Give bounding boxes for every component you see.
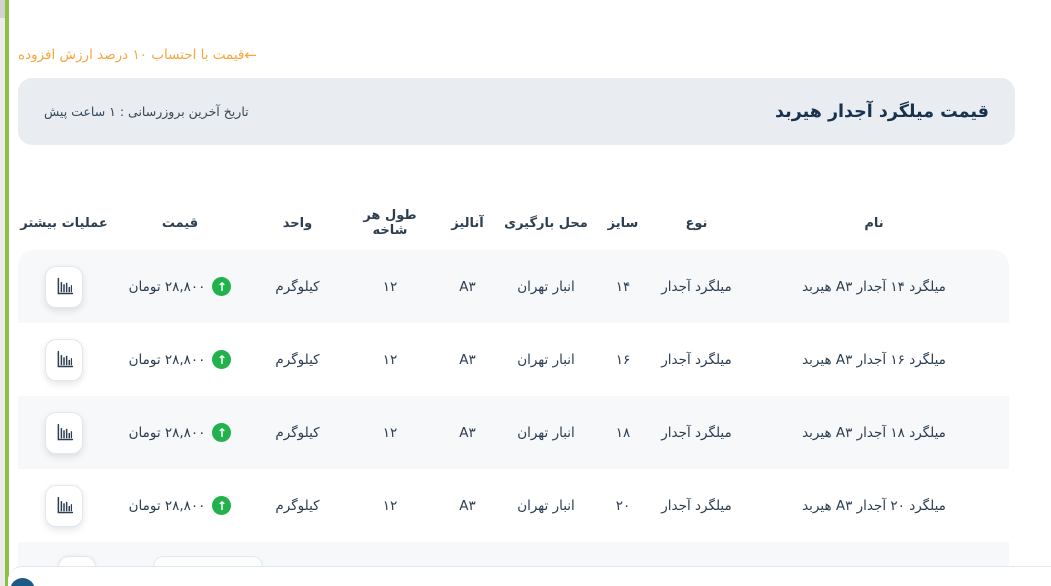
cell-size: ۲۰ xyxy=(615,497,631,514)
price-table: نام نوع سایز محل بارگیری آنالیز طول هر ش… xyxy=(18,196,1009,542)
price-chart-button[interactable] xyxy=(45,338,83,381)
cell-name: میلگرد ۱۶ آجدار A۳ هیربد xyxy=(802,351,946,368)
cell-name: میلگرد ۱۴ آجدار A۳ هیربد xyxy=(802,278,946,295)
col-header-unit: واحد xyxy=(282,215,313,231)
bottom-overlay-bar xyxy=(8,566,1051,586)
cell-actions xyxy=(18,411,110,454)
cell-analysis: A۳ xyxy=(459,424,476,441)
table-row: میلگرد ۱۴ آجدار A۳ هیربد میلگرد آجدار ۱۴… xyxy=(18,250,1009,323)
bar-chart-icon xyxy=(54,276,75,297)
price-chart-button[interactable] xyxy=(45,484,83,527)
price-chart-button[interactable] xyxy=(45,265,83,308)
cell-actions xyxy=(18,265,110,308)
section-header: قیمت میلگرد آجدار هیربد تاریخ آخرین بروز… xyxy=(18,78,1015,145)
cell-actions xyxy=(18,484,110,527)
cell-type: میلگرد آجدار xyxy=(661,497,732,514)
col-header-actions: عملیات بیشتر xyxy=(20,215,108,231)
table-row: میلگرد ۲۰ آجدار A۳ هیربد میلگرد آجدار ۲۰… xyxy=(18,469,1009,542)
price-value: ۲۸,۸۰۰ تومان xyxy=(128,351,206,368)
cell-analysis: A۳ xyxy=(459,351,476,368)
trend-up-icon: ↑ xyxy=(212,496,232,515)
cell-location: انبار تهران xyxy=(517,351,575,368)
table-row: میلگرد ۱۶ آجدار A۳ هیربد میلگرد آجدار ۱۶… xyxy=(18,323,1009,396)
bar-chart-icon xyxy=(54,495,75,516)
cell-price: ↑ ۲۸,۸۰۰ تومان xyxy=(110,496,250,515)
cell-unit: کیلوگرم xyxy=(275,497,320,514)
bar-chart-icon xyxy=(54,349,75,370)
trend-up-icon: ↑ xyxy=(212,277,232,296)
price-value: ۲۸,۸۰۰ تومان xyxy=(128,278,206,295)
price-chart-button[interactable] xyxy=(45,411,83,454)
cell-actions xyxy=(18,338,110,381)
cell-type: میلگرد آجدار xyxy=(661,351,732,368)
cell-unit: کیلوگرم xyxy=(275,351,320,368)
vat-note-text: قیمت با احتساب ۱۰ درصد ارزش افزوده xyxy=(18,47,245,63)
col-header-analysis: آنالیز xyxy=(451,215,484,231)
window-edge-top xyxy=(0,0,5,18)
cell-location: انبار تهران xyxy=(517,424,575,441)
trend-up-icon: ↑ xyxy=(212,350,232,369)
cell-analysis: A۳ xyxy=(459,278,476,295)
cell-size: ۱۶ xyxy=(615,351,631,368)
vat-note: ← قیمت با احتساب ۱۰ درصد ارزش افزوده xyxy=(18,47,257,63)
table-header-row: نام نوع سایز محل بارگیری آنالیز طول هر ش… xyxy=(18,196,1009,250)
help-icon[interactable] xyxy=(10,578,35,586)
cell-length: ۱۲ xyxy=(382,497,398,514)
cell-size: ۱۸ xyxy=(615,424,631,441)
cell-type: میلگرد آجدار xyxy=(661,278,732,295)
cell-analysis: A۳ xyxy=(459,497,476,514)
page-green-border xyxy=(5,0,9,586)
window-edge xyxy=(0,0,5,586)
cell-location: انبار تهران xyxy=(517,278,575,295)
col-header-size: سایز xyxy=(607,215,639,231)
cell-price: ↑ ۲۸,۸۰۰ تومان xyxy=(110,277,250,296)
price-value: ۲۸,۸۰۰ تومان xyxy=(128,497,206,514)
cell-name: میلگرد ۱۸ آجدار A۳ هیربد xyxy=(802,424,946,441)
cell-length: ۱۲ xyxy=(382,278,398,295)
price-value: ۲۸,۸۰۰ تومان xyxy=(128,424,206,441)
table-row: میلگرد ۱۸ آجدار A۳ هیربد میلگرد آجدار ۱۸… xyxy=(18,396,1009,469)
col-header-length: طول هر شاخه xyxy=(363,208,417,238)
cell-price: ↑ ۲۸,۸۰۰ تومان xyxy=(110,350,250,369)
trend-up-icon: ↑ xyxy=(212,423,232,442)
col-header-type: نوع xyxy=(685,215,708,231)
cell-price: ↑ ۲۸,۸۰۰ تومان xyxy=(110,423,250,442)
cell-unit: کیلوگرم xyxy=(275,278,320,295)
cell-location: انبار تهران xyxy=(517,497,575,514)
cell-size: ۱۴ xyxy=(615,278,631,295)
arrow-left-icon: ← xyxy=(244,45,257,64)
col-header-name: نام xyxy=(864,215,884,231)
cell-length: ۱۲ xyxy=(382,351,398,368)
cell-length: ۱۲ xyxy=(382,424,398,441)
cell-unit: کیلوگرم xyxy=(275,424,320,441)
bar-chart-icon xyxy=(54,422,75,443)
last-update-text: تاریخ آخرین بروزرسانی : ۱ ساعت پیش xyxy=(44,104,249,119)
col-header-price: قیمت xyxy=(161,215,199,231)
cell-type: میلگرد آجدار xyxy=(661,424,732,441)
table-body: میلگرد ۱۴ آجدار A۳ هیربد میلگرد آجدار ۱۴… xyxy=(18,250,1009,542)
cell-name: میلگرد ۲۰ آجدار A۳ هیربد xyxy=(802,497,946,514)
col-header-location: محل بارگیری xyxy=(504,215,588,231)
page-title: قیمت میلگرد آجدار هیربد xyxy=(775,101,989,122)
